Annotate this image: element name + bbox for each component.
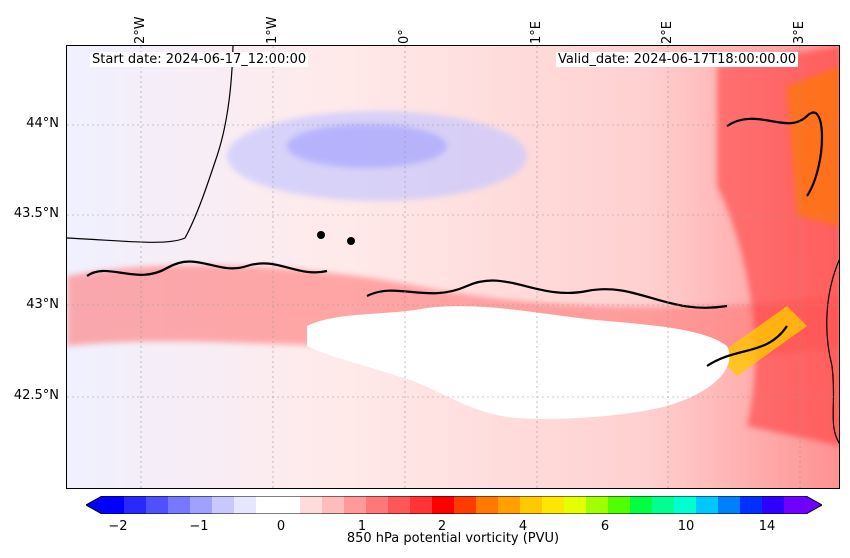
colorbar-tick-label: 1 (357, 519, 367, 534)
colorbar-title: 850 hPa potential vorticity (PVU) (346, 531, 560, 546)
lon-label: 1°E (529, 21, 544, 44)
colorbar (84, 495, 824, 515)
colorbar-tick-label: −1 (189, 519, 209, 534)
colorbar-svg (84, 495, 824, 515)
colorbar-segment (212, 496, 235, 514)
colorbar-segment (454, 496, 477, 514)
colorbar-tick-label: 0 (276, 519, 286, 534)
colorbar-segment (718, 496, 741, 514)
colorbar-segment (344, 496, 367, 514)
colorbar-segment (520, 496, 543, 514)
lat-label: 42.5°N (13, 388, 59, 403)
colorbar-segment (300, 496, 323, 514)
colorbar-tick-label: 2 (437, 519, 447, 534)
colorbar-tick-label: 4 (518, 519, 528, 534)
colorbar-segment (586, 496, 609, 514)
colorbar-segment (146, 496, 169, 514)
lon-label: 3°E (792, 21, 807, 44)
colorbar-tick-label: 10 (677, 519, 695, 534)
lat-label: 43.5°N (13, 206, 59, 221)
pv-dot (317, 231, 325, 239)
colorbar-segment (168, 496, 191, 514)
colorbar-segment (476, 496, 499, 514)
lon-label: 0° (397, 29, 412, 44)
colorbar-tick-label: −2 (108, 519, 128, 534)
colorbar-segment (322, 496, 345, 514)
colorbar-segment (762, 496, 785, 514)
colorbar-extend-low (86, 496, 102, 514)
pv-contour (706, 325, 788, 367)
lat-label: 43°N (26, 297, 59, 312)
colorbar-segment (278, 496, 301, 514)
lon-label: 2°W (133, 16, 148, 44)
colorbar-extend-high (806, 496, 822, 514)
colorbar-segment (542, 496, 565, 514)
colorbar-segment (696, 496, 719, 514)
colorbar-segment (190, 496, 213, 514)
pv-contour (726, 111, 824, 197)
colorbar-segment (784, 496, 807, 514)
coastline-atlantic (67, 46, 234, 243)
pv-dot (347, 237, 355, 245)
pv-map (67, 46, 839, 488)
colorbar-segment (498, 496, 521, 514)
colorbar-segment (630, 496, 653, 514)
colorbar-segment (674, 496, 697, 514)
start-date-label: Start date: 2024-06-17_12:00:00 (90, 52, 309, 67)
colorbar-segment (256, 496, 279, 514)
lon-label: 1°W (265, 16, 280, 44)
colorbar-segment (366, 496, 389, 514)
colorbar-segment (410, 496, 433, 514)
high-pv-streak (717, 306, 807, 376)
colorbar-tick-label: 14 (758, 519, 776, 534)
negative-pv-region-core (287, 124, 447, 168)
colorbar-segment (234, 496, 257, 514)
pv-contour (366, 279, 728, 309)
pv-contour (86, 260, 328, 277)
terrain-mask (307, 306, 730, 419)
colorbar-segment (124, 496, 147, 514)
colorbar-segment (652, 496, 675, 514)
valid-date-label: Valid_date: 2024-06-17T18:00:00.00 (556, 52, 799, 67)
coastline-mediterranean (826, 259, 839, 444)
lon-label: 2°E (660, 21, 675, 44)
colorbar-segment (608, 496, 631, 514)
lat-label: 44°N (26, 116, 59, 131)
gridlines (67, 46, 839, 488)
colorbar-segment (740, 496, 763, 514)
colorbar-segment (388, 496, 411, 514)
colorbar-segment (432, 496, 455, 514)
colorbar-tick-label: 6 (600, 519, 610, 534)
map-panel (66, 45, 840, 489)
colorbar-segment (564, 496, 587, 514)
colorbar-segment (102, 496, 125, 514)
